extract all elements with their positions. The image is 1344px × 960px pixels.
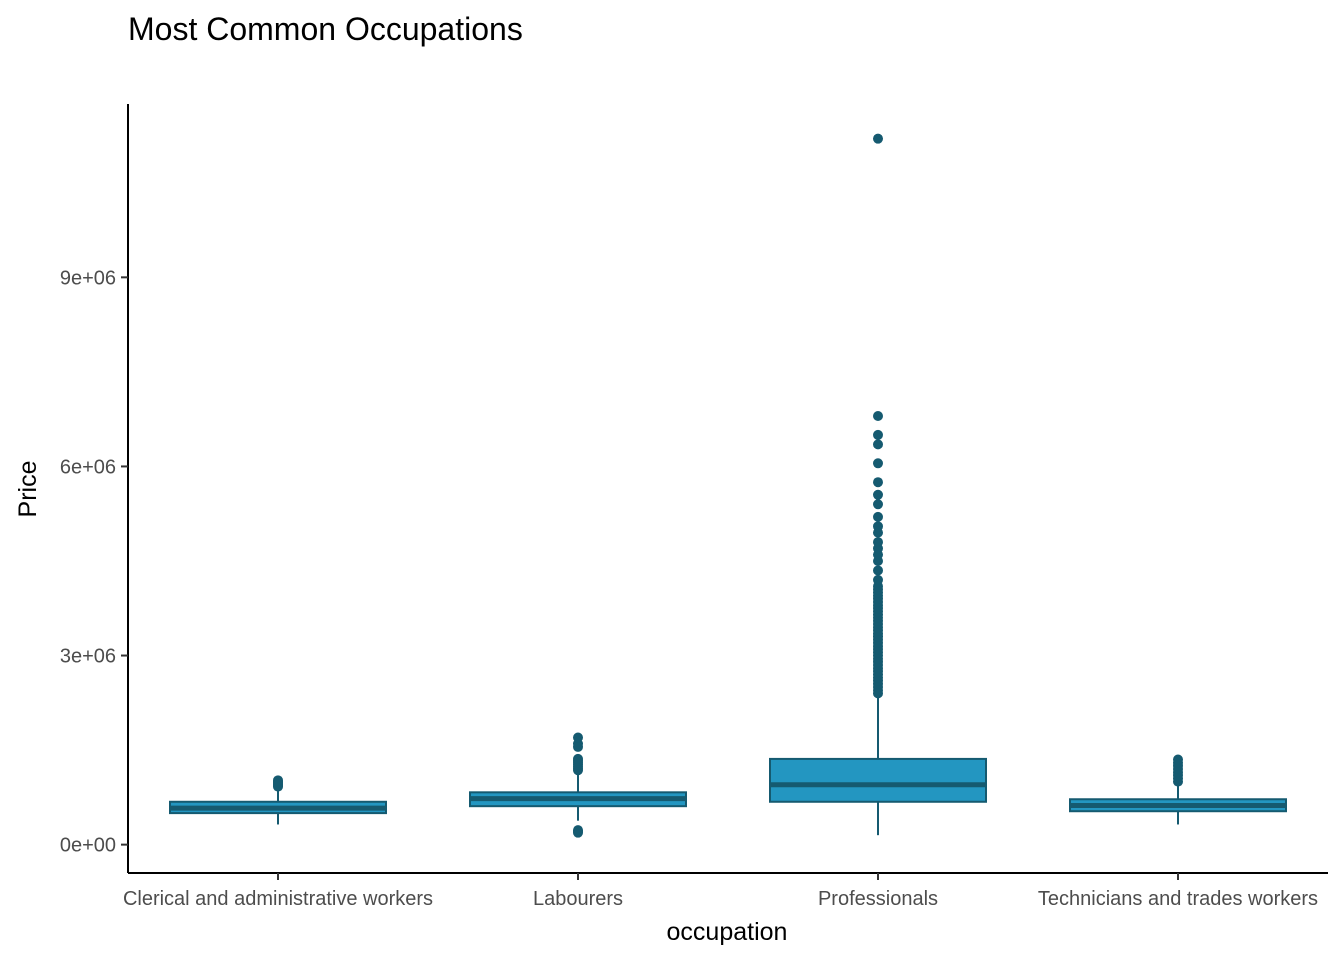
outlier-point bbox=[873, 499, 883, 510]
outlier-point bbox=[273, 775, 283, 786]
outlier-point bbox=[873, 133, 883, 144]
outlier-point bbox=[873, 574, 883, 585]
outlier-point bbox=[873, 537, 883, 548]
y-tick-label: 0e+00 bbox=[60, 835, 116, 857]
outlier-point bbox=[873, 429, 883, 440]
chart-title: Most Common Occupations bbox=[128, 11, 523, 47]
x-axis: Clerical and administrative workers Labou… bbox=[123, 872, 1328, 910]
box-group-4 bbox=[1069, 754, 1287, 825]
box-iqr bbox=[769, 757, 987, 803]
outlier-point bbox=[573, 753, 583, 764]
x-tick-label: Technicians and trades workers bbox=[1038, 888, 1318, 910]
outlier-point bbox=[873, 411, 883, 422]
y-tick-label: 3e+06 bbox=[60, 646, 116, 668]
outlier-point bbox=[573, 827, 583, 838]
x-tick-label: Professionals bbox=[818, 888, 938, 910]
x-tick-label: Labourers bbox=[533, 888, 623, 910]
x-tick-label: Clerical and administrative workers bbox=[123, 888, 433, 910]
y-tick-label: 6e+06 bbox=[60, 456, 116, 478]
x-axis-title: occupation bbox=[667, 918, 788, 946]
box-group-3 bbox=[769, 133, 987, 836]
outlier-point bbox=[873, 477, 883, 488]
outlier-point bbox=[873, 521, 883, 532]
y-axis-title: Price bbox=[14, 461, 42, 518]
outlier-point bbox=[1173, 754, 1183, 765]
box-group-1 bbox=[169, 775, 387, 825]
outlier-point bbox=[873, 489, 883, 500]
outlier-point bbox=[873, 511, 883, 522]
y-axis: 0e+00 3e+06 6e+06 9e+06 bbox=[60, 104, 129, 873]
outlier-point bbox=[573, 732, 583, 743]
outlier-point bbox=[873, 458, 883, 469]
outlier-point bbox=[873, 565, 883, 576]
box-group-2 bbox=[469, 732, 687, 838]
y-tick-label: 9e+06 bbox=[60, 267, 116, 289]
outlier-point bbox=[873, 439, 883, 450]
plot-area bbox=[169, 133, 1287, 838]
